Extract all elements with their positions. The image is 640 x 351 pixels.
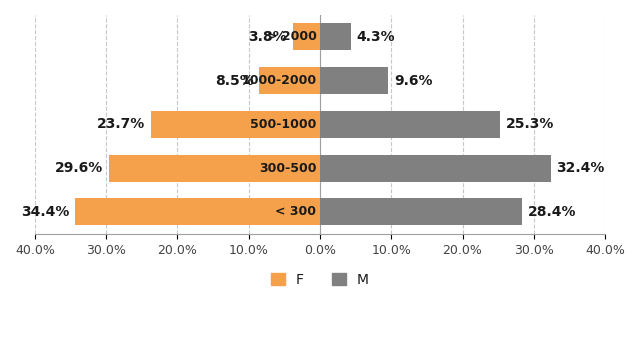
Text: 34.4%: 34.4%: [20, 205, 69, 219]
Text: 9.6%: 9.6%: [394, 74, 433, 88]
Text: 28.4%: 28.4%: [528, 205, 577, 219]
Text: 3.8%: 3.8%: [248, 30, 287, 44]
Bar: [151, 111, 320, 138]
Text: < 300: < 300: [275, 205, 316, 218]
Text: 32.4%: 32.4%: [557, 161, 605, 175]
Bar: [320, 154, 551, 182]
Bar: [259, 67, 320, 94]
Text: 8.5%: 8.5%: [215, 74, 253, 88]
Legend: F, M: F, M: [266, 267, 374, 292]
Text: 300-500: 300-500: [259, 162, 316, 175]
Text: 25.3%: 25.3%: [506, 117, 554, 131]
Bar: [320, 111, 500, 138]
Bar: [293, 23, 320, 51]
Text: 23.7%: 23.7%: [97, 117, 145, 131]
Bar: [320, 67, 388, 94]
Text: 1000-2000: 1000-2000: [241, 74, 316, 87]
Text: 29.6%: 29.6%: [55, 161, 103, 175]
Bar: [109, 154, 320, 182]
Text: 4.3%: 4.3%: [356, 30, 395, 44]
Bar: [320, 198, 522, 225]
Bar: [320, 23, 351, 51]
Text: > 2000: > 2000: [267, 31, 316, 44]
Bar: [75, 198, 320, 225]
Text: 500-1000: 500-1000: [250, 118, 316, 131]
